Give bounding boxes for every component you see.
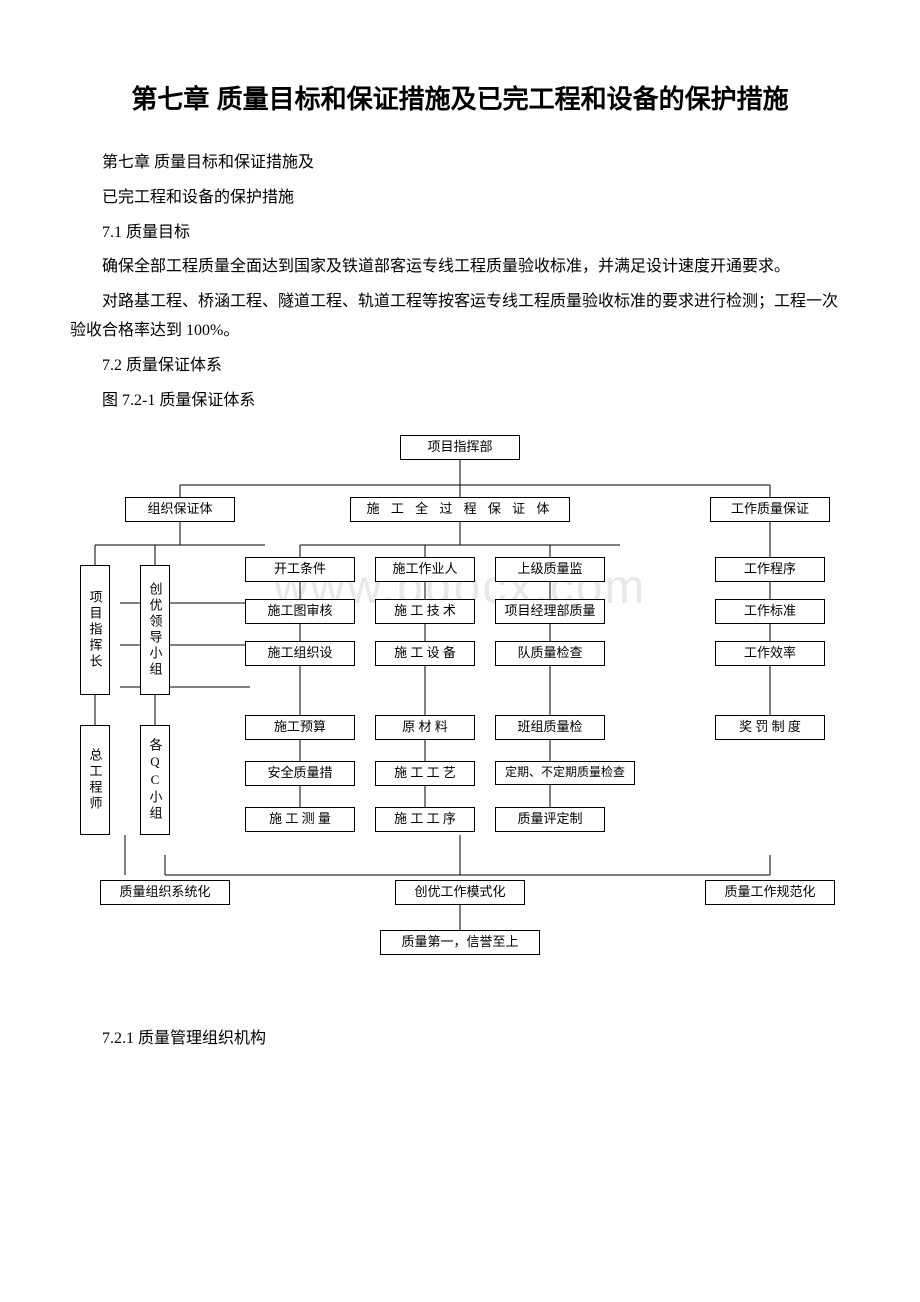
node-process: 施 工 全 过 程 保 证 体 [350,497,570,522]
node-v2: 创优领导小组 [140,565,170,695]
node-c2: 项目经理部质量 [495,599,605,624]
node-a2: 施工图审核 [245,599,355,624]
section-heading: 7.2.1 质量管理组织机构 [70,1025,850,1054]
node-b6: 施 工 工 序 [375,807,475,832]
node-final: 质量第一，信誉至上 [380,930,540,955]
node-workq: 工作质量保证 [710,497,830,522]
node-a1: 开工条件 [245,557,355,582]
node-c6: 质量评定制 [495,807,605,832]
node-org: 组织保证体 [125,497,235,522]
figure-caption: 图 7.2-1 质量保证体系 [70,387,850,416]
node-c1: 上级质量监 [495,557,605,582]
node-a4: 施工预算 [245,715,355,740]
node-v1: 项目指挥长 [80,565,110,695]
paragraph: 对路基工程、桥涵工程、隧道工程、轨道工程等按客运专线工程质量验收标准的要求进行检… [70,288,850,346]
section-heading: 7.2 质量保证体系 [70,352,850,381]
node-v4: 各QC小组 [140,725,170,835]
node-b5: 施 工 工 艺 [375,761,475,786]
node-b1: 施工作业人 [375,557,475,582]
section-heading: 7.1 质量目标 [70,219,850,248]
node-d4: 奖 罚 制 度 [715,715,825,740]
node-c4: 班组质量检 [495,715,605,740]
node-a5: 安全质量措 [245,761,355,786]
node-bottom-b: 创优工作模式化 [395,880,525,905]
node-a6: 施 工 测 量 [245,807,355,832]
node-v3: 总工程师 [80,725,110,835]
node-b4: 原 材 料 [375,715,475,740]
node-c5: 定期、不定期质量检查 [495,761,635,785]
paragraph: 第七章 质量目标和保证措施及 [70,149,850,178]
page-title: 第七章 质量目标和保证措施及已完工程和设备的保护措施 [70,80,850,119]
node-c3: 队质量检查 [495,641,605,666]
node-top: 项目指挥部 [400,435,520,460]
node-bottom-c: 质量工作规范化 [705,880,835,905]
paragraph: 确保全部工程质量全面达到国家及铁道部客运专线工程质量验收标准，并满足设计速度开通… [70,253,850,282]
node-b2: 施 工 技 术 [375,599,475,624]
node-d3: 工作效率 [715,641,825,666]
node-d1: 工作程序 [715,557,825,582]
node-b3: 施 工 设 备 [375,641,475,666]
node-d2: 工作标准 [715,599,825,624]
node-a3: 施工组织设 [245,641,355,666]
node-bottom-a: 质量组织系统化 [100,880,230,905]
paragraph: 已完工程和设备的保护措施 [70,184,850,213]
quality-assurance-diagram: 项目指挥部 组织保证体 施 工 全 过 程 保 证 体 工作质量保证 项目指挥长… [70,435,850,995]
